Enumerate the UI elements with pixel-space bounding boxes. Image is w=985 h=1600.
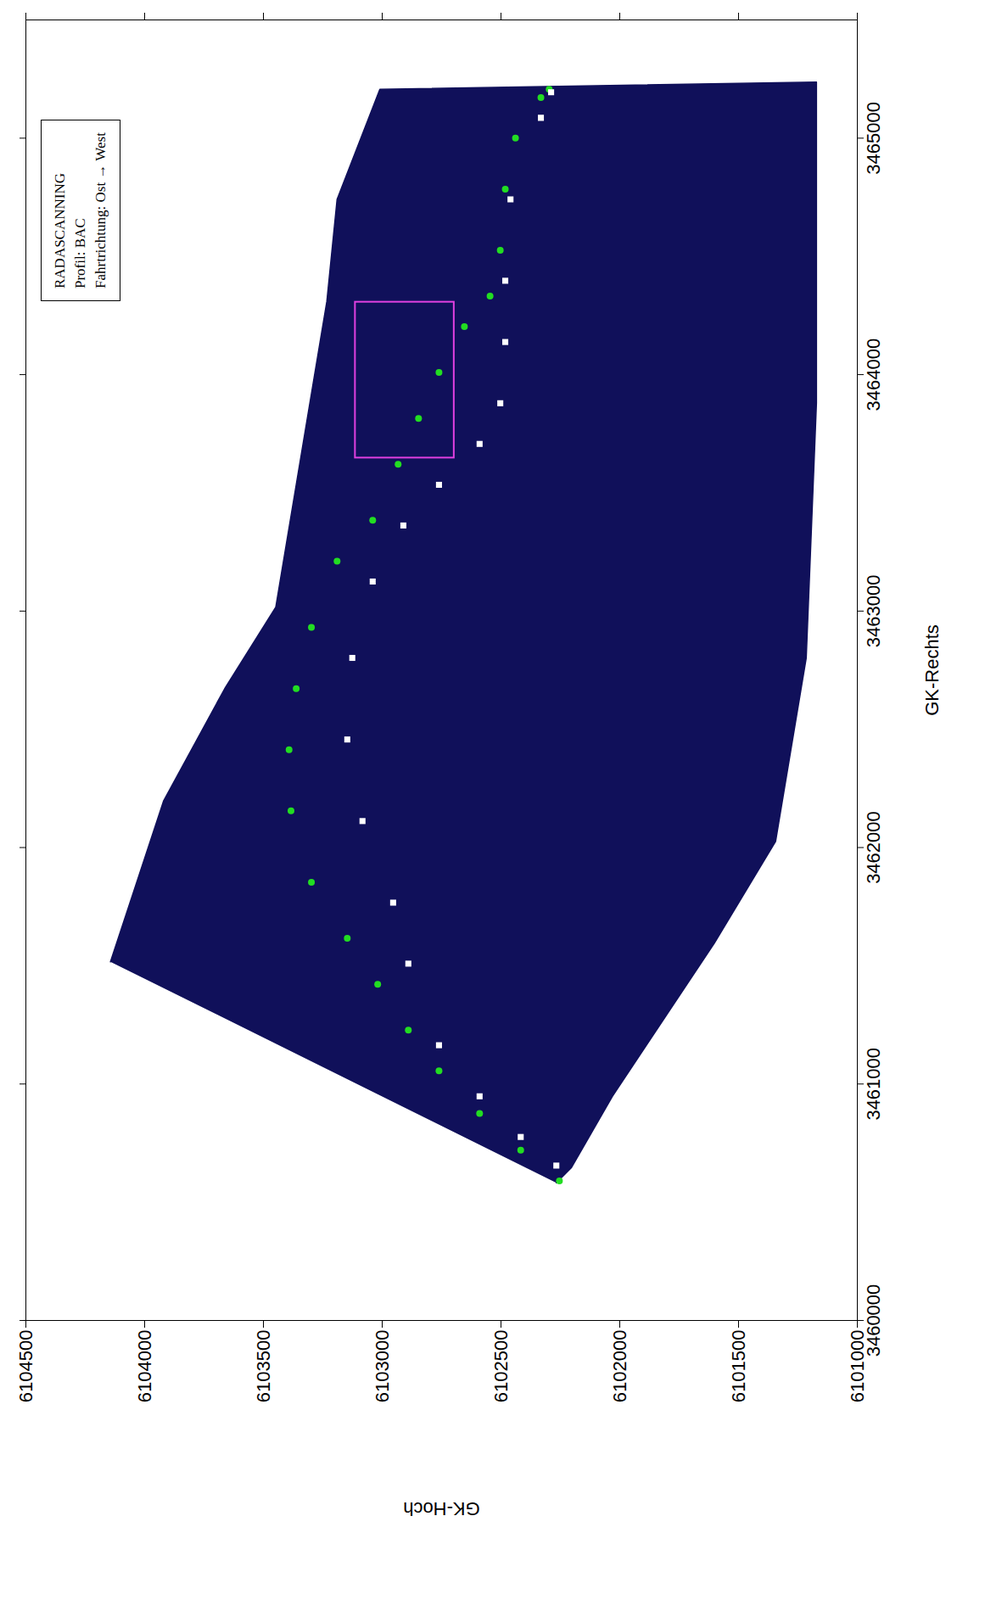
svg-text:3464000: 3464000 <box>862 338 885 412</box>
svg-text:3462000: 3462000 <box>862 811 885 885</box>
html-text:Profil: BAC: Profil: BAC <box>72 218 89 289</box>
svg-text:GK-Hoch: GK-Hoch <box>402 1498 480 1520</box>
html-text:RADASCANNING: RADASCANNING <box>51 173 68 289</box>
svg-text:6102500: 6102500 <box>490 1330 512 1404</box>
svg-text:3461000: 3461000 <box>862 1047 885 1121</box>
svg-text:3465000: 3465000 <box>862 101 885 175</box>
svg-text:GK-Rechts: GK-Rechts <box>921 624 943 717</box>
html-text:Fahrtrichtung: Ost → West: Fahrtrichtung: Ost → West <box>92 132 109 289</box>
svg-text:3463000: 3463000 <box>862 574 885 648</box>
svg-text:6104000: 6104000 <box>134 1330 156 1404</box>
svg-text:6103500: 6103500 <box>252 1330 275 1404</box>
svg-text:6102000: 6102000 <box>609 1330 631 1404</box>
svg-text:6101500: 6101500 <box>727 1330 750 1404</box>
svg-text:6101000: 6101000 <box>846 1330 868 1404</box>
svg-text:3460000: 3460000 <box>862 1284 885 1357</box>
svg-text:6103000: 6103000 <box>371 1330 393 1404</box>
svg-text:6104500: 6104500 <box>15 1330 37 1404</box>
